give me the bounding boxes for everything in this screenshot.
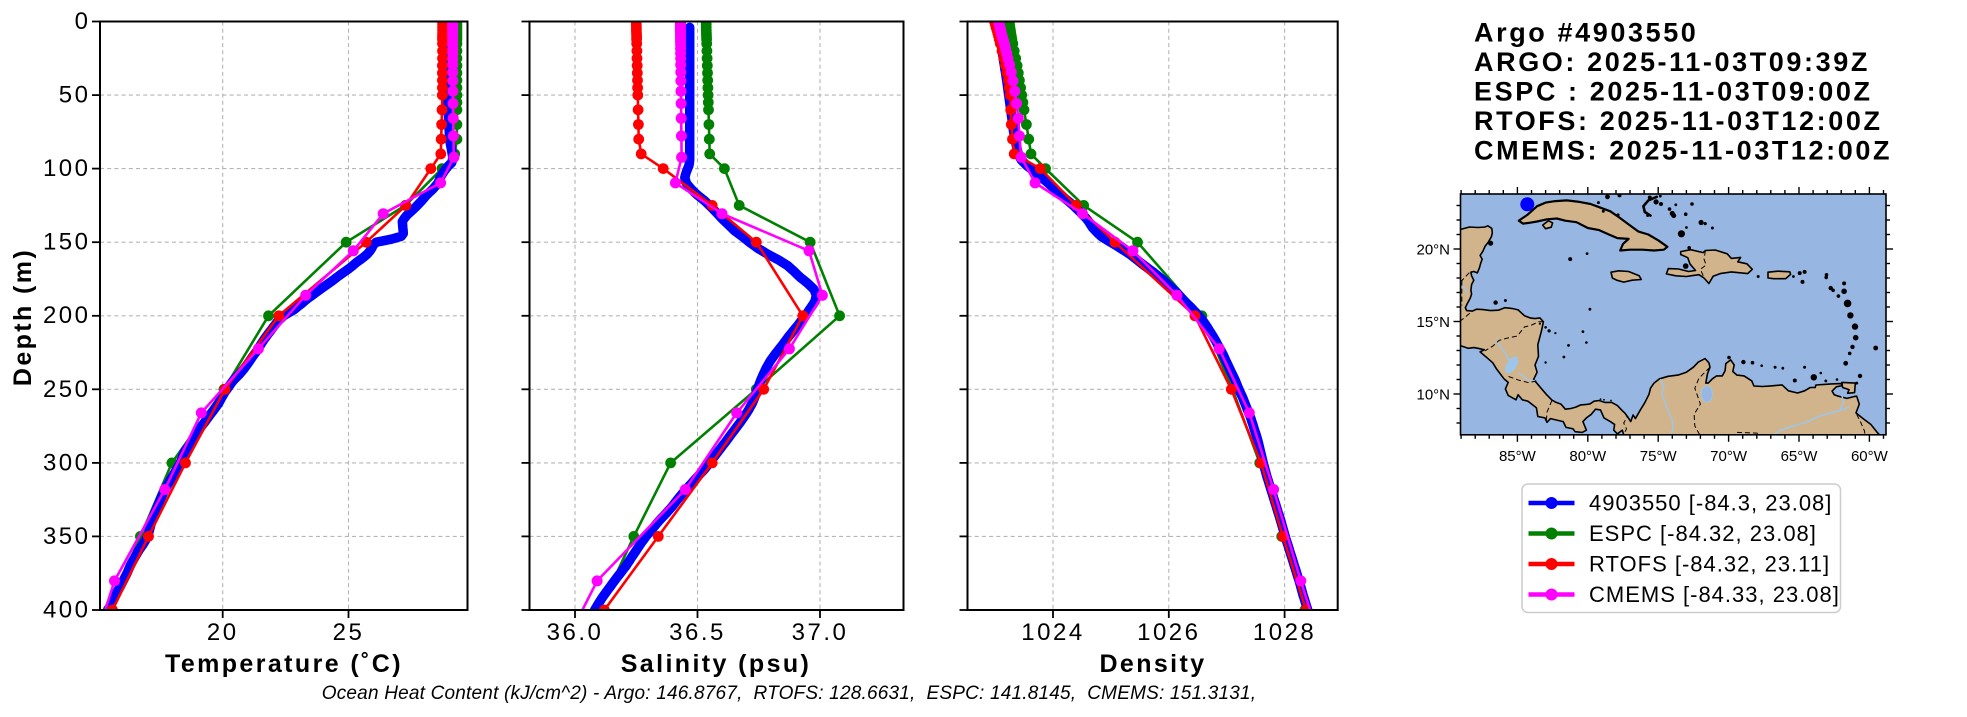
svg-text:ARGO: 2025-11-03T09:39Z: ARGO: 2025-11-03T09:39Z: [1474, 47, 1870, 77]
svg-text:1026: 1026: [1137, 619, 1200, 646]
svg-text:250: 250: [43, 376, 91, 403]
svg-text:15°N: 15°N: [1416, 314, 1450, 331]
svg-text:20: 20: [207, 619, 239, 646]
svg-text:CMEMS: 2025-11-03T12:00Z: CMEMS: 2025-11-03T12:00Z: [1474, 136, 1892, 166]
svg-text:350: 350: [43, 523, 91, 550]
svg-text:200: 200: [43, 302, 91, 329]
svg-text:65°W: 65°W: [1781, 448, 1819, 465]
svg-text:Salinity (psu): Salinity (psu): [621, 650, 812, 678]
svg-text:0: 0: [75, 8, 91, 35]
svg-text:85°W: 85°W: [1499, 448, 1537, 465]
svg-text:25: 25: [333, 619, 365, 646]
svg-text:RTOFS [-84.32, 23.11]: RTOFS [-84.32, 23.11]: [1589, 552, 1830, 577]
svg-text:Depth (m): Depth (m): [9, 248, 37, 386]
svg-text:36.0: 36.0: [547, 619, 604, 646]
svg-text:Argo #4903550: Argo #4903550: [1474, 18, 1698, 48]
svg-text:4903550 [-84.3, 23.08]: 4903550 [-84.3, 23.08]: [1589, 491, 1832, 516]
svg-text:CMEMS [-84.33, 23.08]: CMEMS [-84.33, 23.08]: [1589, 582, 1840, 607]
svg-text:RTOFS: 2025-11-03T12:00Z: RTOFS: 2025-11-03T12:00Z: [1474, 106, 1883, 136]
svg-text:50: 50: [59, 82, 91, 109]
svg-text:60°W: 60°W: [1851, 448, 1889, 465]
svg-text:ESPC [-84.32, 23.08]: ESPC [-84.32, 23.08]: [1589, 521, 1817, 546]
svg-text:ESPC : 2025-11-03T09:00Z: ESPC : 2025-11-03T09:00Z: [1474, 77, 1873, 107]
svg-text:Density: Density: [1099, 650, 1206, 678]
svg-text:1024: 1024: [1021, 619, 1084, 646]
svg-text:36.5: 36.5: [669, 619, 726, 646]
svg-text:1028: 1028: [1253, 619, 1316, 646]
svg-text:75°W: 75°W: [1640, 448, 1678, 465]
svg-text:Temperature (˚C): Temperature (˚C): [165, 650, 403, 678]
svg-text:300: 300: [43, 449, 91, 476]
svg-text:100: 100: [43, 155, 91, 182]
svg-text:400: 400: [43, 597, 91, 624]
svg-text:70°W: 70°W: [1710, 448, 1748, 465]
svg-text:37.0: 37.0: [792, 619, 849, 646]
svg-text:20°N: 20°N: [1416, 242, 1450, 259]
svg-text:Ocean Heat Content (kJ/cm^2) -: Ocean Heat Content (kJ/cm^2) - Argo: 146…: [322, 683, 1257, 704]
svg-text:10°N: 10°N: [1416, 387, 1450, 404]
svg-text:80°W: 80°W: [1569, 448, 1607, 465]
svg-text:150: 150: [43, 229, 91, 256]
